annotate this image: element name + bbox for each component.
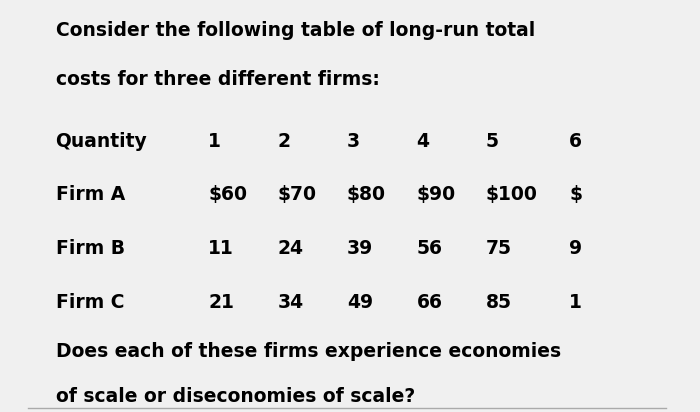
Text: $70: $70 — [278, 185, 316, 204]
Text: $80: $80 — [347, 185, 386, 204]
Text: 34: 34 — [278, 293, 304, 311]
Text: 11: 11 — [208, 239, 234, 258]
Text: $90: $90 — [416, 185, 456, 204]
Text: 39: 39 — [347, 239, 373, 258]
Text: 6: 6 — [569, 132, 582, 151]
Text: 49: 49 — [347, 293, 373, 311]
Text: 56: 56 — [416, 239, 442, 258]
Text: Firm B: Firm B — [55, 239, 125, 258]
Text: 75: 75 — [486, 239, 512, 258]
Text: $: $ — [569, 185, 582, 204]
Text: 24: 24 — [278, 239, 304, 258]
Text: 2: 2 — [278, 132, 290, 151]
Text: $60: $60 — [208, 185, 247, 204]
Text: Consider the following table of long-run total: Consider the following table of long-run… — [55, 21, 535, 40]
Text: 4: 4 — [416, 132, 429, 151]
Text: 5: 5 — [486, 132, 499, 151]
Text: of scale or diseconomies of scale?: of scale or diseconomies of scale? — [55, 387, 415, 406]
Text: 3: 3 — [347, 132, 360, 151]
Text: 9: 9 — [569, 239, 582, 258]
Text: $100: $100 — [486, 185, 538, 204]
Text: Firm C: Firm C — [55, 293, 124, 311]
Text: 1: 1 — [569, 293, 582, 311]
Text: 21: 21 — [208, 293, 234, 311]
Text: 66: 66 — [416, 293, 442, 311]
Text: Quantity: Quantity — [55, 132, 147, 151]
Text: 85: 85 — [486, 293, 512, 311]
Text: 1: 1 — [208, 132, 221, 151]
Text: costs for three different firms:: costs for three different firms: — [55, 70, 379, 89]
Text: Does each of these firms experience economies: Does each of these firms experience econ… — [55, 342, 561, 361]
Text: Firm A: Firm A — [55, 185, 125, 204]
